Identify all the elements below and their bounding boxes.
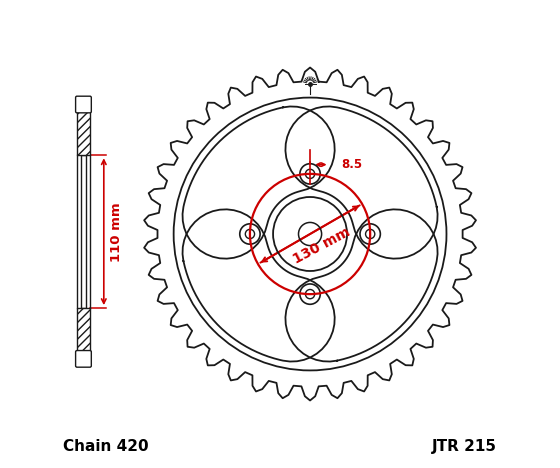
- Text: JTR 215: JTR 215: [432, 439, 497, 453]
- Text: 8.5: 8.5: [341, 158, 362, 171]
- Bar: [77, 308, 90, 352]
- FancyBboxPatch shape: [76, 96, 91, 113]
- Bar: [81, 155, 86, 308]
- Text: Chain 420: Chain 420: [63, 439, 148, 453]
- Text: 130 mm: 130 mm: [291, 225, 353, 266]
- Text: 110 mm: 110 mm: [110, 202, 123, 262]
- FancyBboxPatch shape: [76, 351, 91, 367]
- Bar: [77, 111, 90, 155]
